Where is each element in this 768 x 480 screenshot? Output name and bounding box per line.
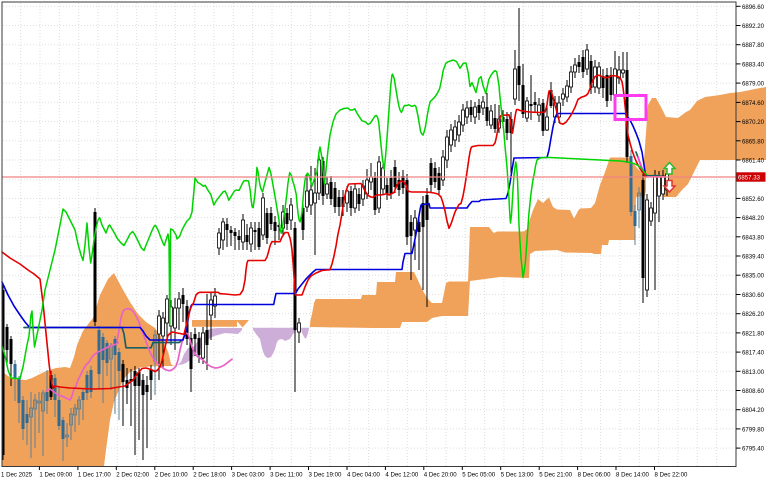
- svg-text:1 Dec 17:00: 1 Dec 17:00: [78, 472, 111, 479]
- svg-text:6887.80: 6887.80: [742, 42, 765, 49]
- svg-text:6835.00: 6835.00: [742, 273, 765, 280]
- svg-text:6808.60: 6808.60: [742, 388, 765, 395]
- svg-text:6896.60: 6896.60: [742, 4, 765, 11]
- svg-text:4 Dec 12:00: 4 Dec 12:00: [385, 472, 418, 479]
- svg-text:6857.33: 6857.33: [738, 175, 761, 182]
- svg-text:5 Dec 13:00: 5 Dec 13:00: [501, 472, 534, 479]
- svg-text:1 Dec 2025: 1 Dec 2025: [1, 472, 33, 479]
- svg-text:4 Dec 20:00: 4 Dec 20:00: [424, 472, 457, 479]
- svg-text:6843.80: 6843.80: [742, 234, 765, 241]
- svg-text:3 Dec 03:00: 3 Dec 03:00: [232, 472, 265, 479]
- svg-text:6804.20: 6804.20: [742, 407, 765, 414]
- svg-text:5 Dec 05:00: 5 Dec 05:00: [462, 472, 495, 479]
- svg-text:6892.20: 6892.20: [742, 23, 765, 30]
- svg-text:6826.20: 6826.20: [742, 311, 765, 318]
- svg-text:5 Dec 21:00: 5 Dec 21:00: [539, 472, 572, 479]
- svg-text:4 Dec 04:00: 4 Dec 04:00: [347, 472, 380, 479]
- svg-text:6799.80: 6799.80: [742, 426, 765, 433]
- svg-text:6795.40: 6795.40: [742, 446, 765, 453]
- svg-text:6821.80: 6821.80: [742, 330, 765, 337]
- svg-text:6874.60: 6874.60: [742, 100, 765, 107]
- svg-text:8 Dec 14:00: 8 Dec 14:00: [616, 472, 649, 479]
- svg-text:6839.40: 6839.40: [742, 254, 765, 261]
- svg-text:6813.00: 6813.00: [742, 369, 765, 376]
- svg-text:6817.40: 6817.40: [742, 350, 765, 357]
- svg-text:2 Dec 10:00: 2 Dec 10:00: [155, 472, 188, 479]
- svg-text:1 Dec 09:00: 1 Dec 09:00: [39, 472, 72, 479]
- svg-text:6861.40: 6861.40: [742, 158, 765, 165]
- svg-text:3 Dec 11:00: 3 Dec 11:00: [270, 472, 303, 479]
- svg-text:6848.20: 6848.20: [742, 215, 765, 222]
- svg-text:6830.60: 6830.60: [742, 292, 765, 299]
- svg-text:8 Dec 22:00: 8 Dec 22:00: [655, 472, 688, 479]
- svg-text:6870.20: 6870.20: [742, 119, 765, 126]
- svg-text:3 Dec 19:00: 3 Dec 19:00: [309, 472, 342, 479]
- svg-text:8 Dec 06:00: 8 Dec 06:00: [578, 472, 611, 479]
- svg-text:6879.00: 6879.00: [742, 81, 765, 88]
- svg-text:2 Dec 02:00: 2 Dec 02:00: [116, 472, 149, 479]
- svg-text:6883.40: 6883.40: [742, 61, 765, 68]
- svg-text:2 Dec 18:00: 2 Dec 18:00: [193, 472, 226, 479]
- svg-text:6852.60: 6852.60: [742, 196, 765, 203]
- svg-text:6865.80: 6865.80: [742, 138, 765, 145]
